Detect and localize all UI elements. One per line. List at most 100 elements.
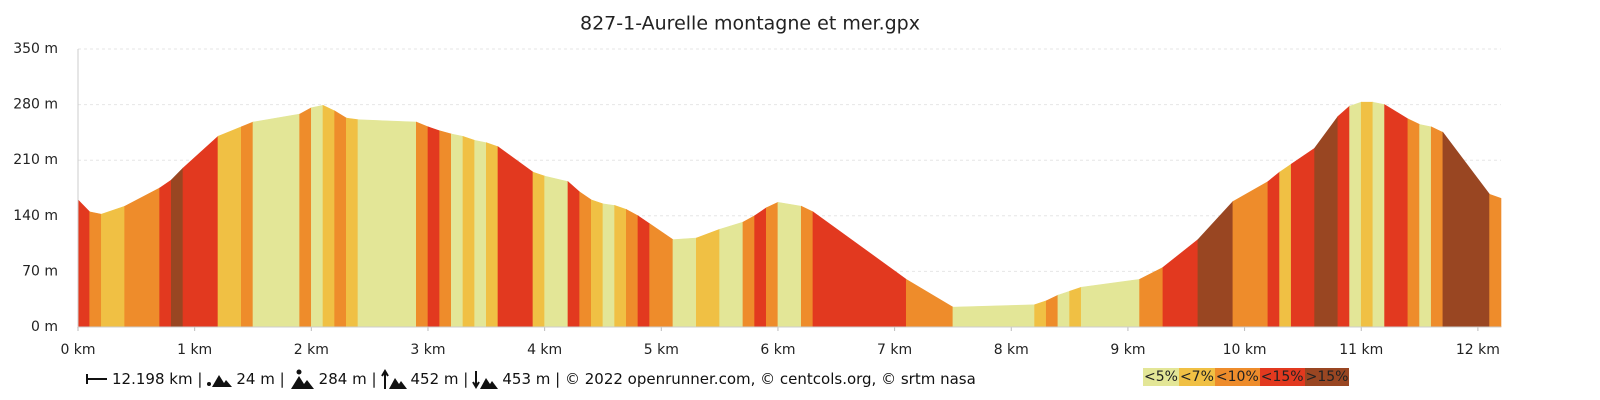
profile-segment	[567, 180, 580, 328]
profile-segment	[462, 135, 475, 328]
footer-ascent: 452 m |	[410, 370, 469, 388]
profile-segment	[590, 199, 604, 328]
profile-segment	[89, 211, 102, 328]
profile-segment	[1384, 104, 1409, 328]
descent-icon	[472, 371, 499, 389]
min-alt-icon	[207, 375, 233, 387]
profile-segment	[357, 119, 417, 328]
profile-segment	[346, 117, 359, 328]
profile-segment	[1349, 101, 1362, 328]
profile-segment	[101, 205, 125, 328]
profile-segment	[1279, 163, 1292, 328]
profile-segment	[1232, 181, 1269, 328]
profile-segment	[1314, 115, 1339, 328]
y-tick-label: 350 m	[13, 41, 58, 57]
legend: <5% <7% <10% <15% >15%	[1143, 368, 1350, 386]
profile-segment	[1045, 294, 1059, 328]
profile-segment	[800, 205, 814, 328]
y-tick-label: 0 m	[31, 319, 58, 335]
x-tick-label: 3 km	[410, 342, 445, 358]
profile-segment	[474, 139, 487, 328]
profile-segment	[1372, 101, 1385, 328]
x-tick-label: 5 km	[644, 342, 679, 358]
profile-segment	[905, 278, 954, 328]
footer-distance: 12.198 km |	[112, 370, 203, 388]
profile-segment	[159, 179, 172, 328]
profile-segment	[614, 205, 627, 328]
profile-segment	[754, 207, 767, 328]
profile-segment	[182, 135, 219, 328]
profile-segment	[217, 126, 242, 328]
profile-segment	[497, 146, 534, 328]
profile-segment	[451, 133, 464, 328]
profile-segment	[1442, 131, 1490, 328]
profile-segment	[649, 223, 674, 328]
x-tick-label: 11 km	[1339, 342, 1383, 358]
profile-segment	[719, 221, 744, 328]
chart-title: 827-1-Aurelle montagne et mer.gpx	[580, 13, 920, 35]
y-tick-label: 70 m	[22, 263, 58, 279]
profile-segment	[77, 199, 90, 328]
max-alt-icon	[290, 369, 314, 389]
x-tick-label: 1 km	[177, 342, 212, 358]
profile-segment	[1069, 286, 1082, 328]
profile-segment	[1290, 147, 1315, 328]
profile-segment	[427, 126, 440, 328]
footer-max: 284 m |	[318, 370, 377, 388]
profile-segment	[695, 228, 720, 328]
profile-segment	[1139, 266, 1164, 328]
profile-segment	[171, 167, 184, 328]
profile-segment	[812, 211, 907, 328]
footer-descent: 453 m | © 2022 openrunner.com, © centcol…	[502, 370, 976, 388]
profile-segment	[1360, 101, 1374, 328]
y-tick-label: 280 m	[13, 97, 58, 113]
y-tick-label: 140 m	[13, 208, 58, 224]
profile-segment	[241, 121, 254, 328]
profile-segment	[1419, 124, 1432, 328]
profile-segment	[334, 110, 347, 328]
profile-segment	[416, 121, 429, 328]
profile-segment	[1489, 193, 1502, 328]
x-tick-label: 8 km	[994, 342, 1029, 358]
profile-segment	[124, 187, 160, 328]
legend-item: <10%	[1214, 368, 1260, 386]
profile-segment	[777, 201, 802, 328]
profile-segment	[486, 142, 499, 328]
legend-item: <7%	[1178, 368, 1215, 386]
x-tick-label: 2 km	[294, 342, 329, 358]
legend-item: <15%	[1259, 368, 1305, 386]
profile-segment	[952, 304, 1035, 328]
legend-item: >15%	[1304, 368, 1350, 386]
profile-segment	[1430, 126, 1444, 328]
profile-segment	[765, 201, 779, 328]
chart: 827-1-Aurelle montagne et mer.gpx 0 m 70 …	[13, 13, 1502, 358]
footer-min: 24 m |	[236, 370, 285, 388]
x-tick-label: 10 km	[1223, 342, 1267, 358]
profile-segment	[1197, 200, 1234, 328]
ascent-icon	[380, 369, 407, 389]
profile-segment	[1080, 278, 1140, 328]
x-tick-label: 6 km	[760, 342, 795, 358]
profile-segment	[439, 130, 452, 328]
profile-segment	[299, 107, 312, 328]
profile-segment	[579, 191, 592, 328]
profile-segment	[1337, 105, 1350, 328]
profile-segment	[322, 104, 335, 328]
profile-segment	[1057, 290, 1070, 328]
x-tick-label: 9 km	[1110, 342, 1145, 358]
profile-segment	[637, 215, 650, 328]
profile-segment	[544, 175, 569, 328]
x-tick-label: 0 km	[60, 342, 95, 358]
profile-segment	[602, 203, 615, 328]
profile-segment	[532, 171, 545, 328]
x-tick-label: 7 km	[877, 342, 912, 358]
profile-segment	[625, 208, 639, 328]
footer: 12.198 km | 24 m | 284 m | 452 m | 453 m…	[86, 369, 976, 389]
profile-segment	[1034, 300, 1047, 328]
profile-segment	[672, 237, 697, 328]
x-tick-label: 4 km	[527, 342, 562, 358]
profile-segment	[1267, 171, 1280, 328]
y-tick-label: 210 m	[13, 152, 58, 168]
profile-segment	[252, 113, 300, 328]
